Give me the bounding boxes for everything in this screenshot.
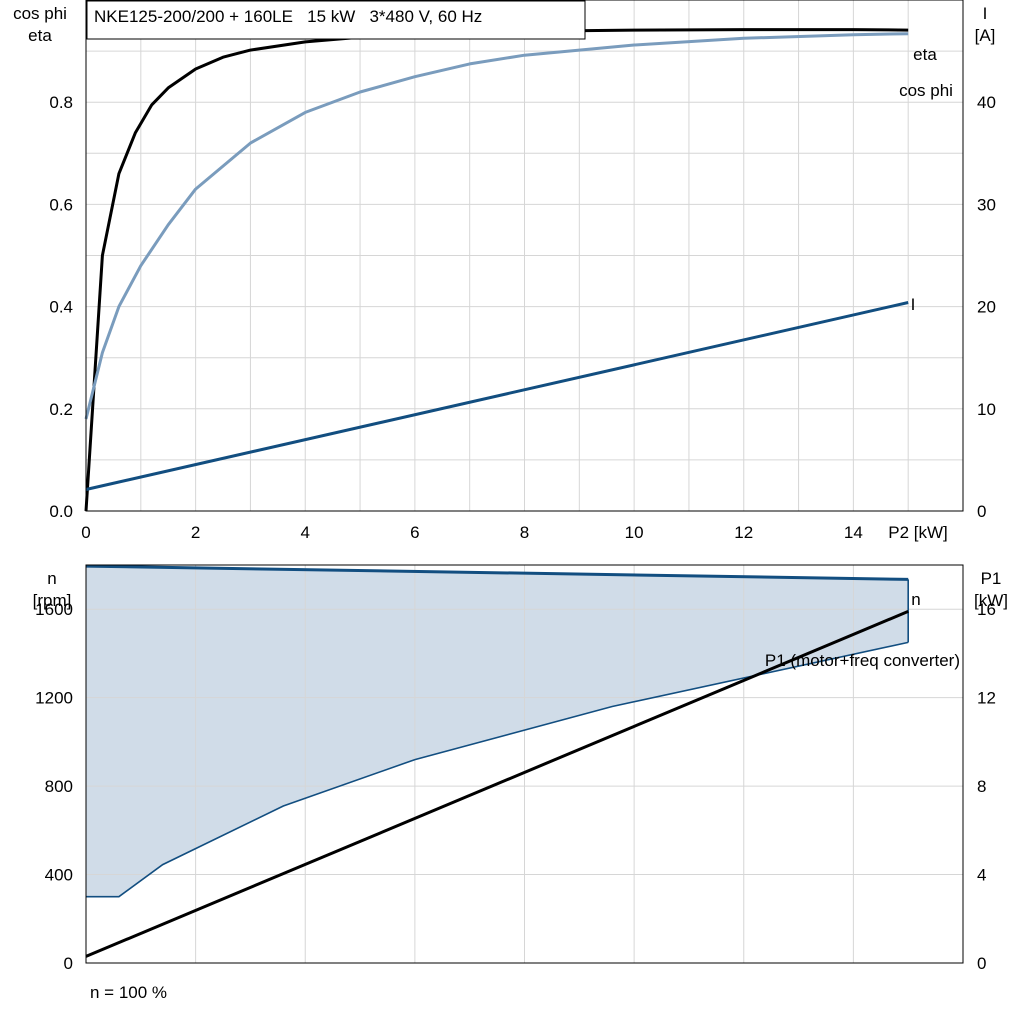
top-left-y-tick-label: 0.2: [49, 400, 73, 419]
top-x-tick-label: 8: [520, 523, 529, 542]
bottom-speed-band: [86, 566, 909, 897]
top-right-ylabel-line2: [A]: [975, 26, 996, 45]
p1-series-line: [85, 610, 909, 958]
bottom-left-y-tick-label: 1200: [35, 689, 73, 708]
speed-min-line: [86, 641, 909, 898]
i-series-line: [85, 301, 909, 491]
top-x-tick-label: 4: [301, 523, 310, 542]
top-panel: 0 2 4 6 8 10 12 14 0.0 0.2 0.4 0.6 0.8 0 10 20 30 40 NKE1…: [13, 0, 996, 542]
top-x-tick-label: 2: [191, 523, 200, 542]
bottom-left-ylabel-line2: [rpm]: [33, 591, 72, 610]
bottom-right-y-tick-label: 16: [977, 600, 996, 619]
bottom-grid: [85, 565, 963, 964]
bottom-right-ylabel-line1: P1: [981, 569, 1002, 588]
top-right-y-tick-label: 0: [977, 502, 986, 521]
top-x-tick-label: 0: [81, 523, 90, 542]
bottom-left-ylabel-line1: n: [47, 569, 56, 588]
chart-title: NKE125-200/200 + 160LE 15 kW 3*480 V, 60…: [94, 7, 482, 26]
speed-max-line: [85, 564, 909, 581]
bottom-series: [85, 564, 909, 958]
top-xlabel: P2 [kW]: [888, 523, 948, 542]
footnote: n = 100 %: [90, 983, 167, 1002]
top-series: [84, 28, 909, 512]
top-right-y-tick-label: 40: [977, 93, 996, 112]
top-left-y-tick-label: 0.4: [49, 298, 73, 317]
bottom-ticks: 0 400 800 1200 1600 0 4 8 12 16: [35, 600, 996, 973]
top-plot-frame: [85, 0, 964, 512]
top-right-y-tick-label: 10: [977, 400, 996, 419]
bottom-left-y-tick-label: 0: [64, 954, 73, 973]
eta-series-line: [84, 28, 909, 512]
bottom-left-y-tick-label: 800: [45, 777, 73, 796]
bottom-right-y-tick-label: 0: [977, 954, 986, 973]
top-x-tick-label: 6: [410, 523, 419, 542]
bottom-plot-frame: [85, 564, 964, 964]
cos-phi-series-line: [84, 32, 909, 420]
top-right-y-tick-label: 20: [977, 298, 996, 317]
top-left-y-tick-label: 0.0: [49, 502, 73, 521]
title-box: [86, 0, 586, 40]
p1-series-label: P1 (motor+freq converter): [765, 651, 960, 670]
top-ticks: 0 2 4 6 8 10 12 14 0.0 0.2 0.4 0.6 0.8 0 10 20 30 40: [49, 93, 996, 542]
speed-series-label: n: [911, 590, 920, 609]
top-right-y-tick-label: 30: [977, 195, 996, 214]
bottom-right-y-tick-label: 8: [977, 777, 986, 796]
top-left-ylabel-line1: cos phi: [13, 4, 67, 23]
top-left-ylabel-line2: eta: [28, 26, 52, 45]
bottom-right-ylabel-line2: [kW]: [974, 591, 1008, 610]
speed-band-area: [86, 566, 909, 897]
cos-phi-series-label: cos phi: [899, 81, 953, 100]
top-x-tick-label: 12: [734, 523, 753, 542]
top-x-tick-label: 14: [844, 523, 863, 542]
bottom-panel: 0 400 800 1200 1600 0 4 8 12 16 n [rpm] P1 [kW] n…: [33, 564, 1008, 1002]
bottom-right-y-tick-label: 12: [977, 689, 996, 708]
top-x-tick-label: 10: [625, 523, 644, 542]
bottom-left-y-tick-label: 400: [45, 866, 73, 885]
bottom-left-y-tick-label: 1600: [35, 600, 73, 619]
top-left-y-tick-label: 0.6: [49, 195, 73, 214]
top-grid: [85, 0, 963, 512]
bottom-right-y-tick-label: 4: [977, 866, 986, 885]
current-series-label: I: [911, 295, 916, 314]
eta-series-label: eta: [913, 45, 937, 64]
top-left-y-tick-label: 0.8: [49, 93, 73, 112]
top-right-ylabel-line1: I: [983, 4, 988, 23]
